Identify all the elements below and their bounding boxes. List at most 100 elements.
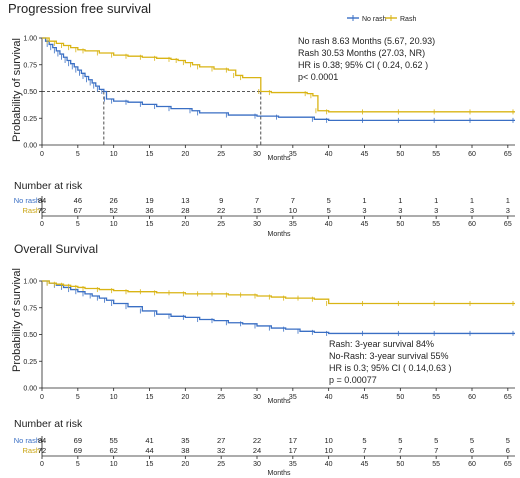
x-tick-label: 65 (504, 151, 512, 158)
risk-rash-value: 7 (362, 446, 366, 455)
x-tick-label: 65 (504, 394, 512, 401)
risk-no-rash-value: 10 (324, 436, 332, 445)
x-tick-label: 50 (396, 151, 404, 158)
risk-no-rash-value: 84 (38, 196, 46, 205)
risk-no-rash-value: 7 (291, 196, 295, 205)
risk-rash-value: 17 (289, 446, 297, 455)
pfs-legend: No rash Rash (347, 15, 416, 23)
risk-x-tick-label: 60 (468, 461, 476, 468)
pfs-annotation-line: No rash 8.63 Months (5.67, 20.93) (298, 36, 435, 46)
pfs-title: Progression free survival (8, 1, 151, 16)
x-tick-label: 10 (110, 394, 118, 401)
km-curve-no-rash (42, 280, 515, 335)
os-risk-title: Number at risk (14, 418, 83, 430)
os-xlabel: Months (268, 398, 291, 405)
risk-no-rash-value: 41 (145, 436, 153, 445)
risk-rash-value: 3 (434, 206, 438, 215)
pfs-ylabel: Probability of survival (11, 38, 23, 142)
pfs-risk-table: 8472466726521936132892271571055131313131… (38, 196, 510, 215)
risk-rash-value: 15 (253, 206, 261, 215)
x-tick-label: 0 (40, 394, 44, 401)
risk-rash-value: 7 (434, 446, 438, 455)
os-ylabel: Probability of survival (11, 268, 23, 372)
risk-no-rash-value: 1 (506, 196, 510, 205)
os-risk-x-ticks: 0 5 10 15 20 25 30 35 40 45 50 55 60 65 (40, 456, 512, 468)
risk-x-tick-label: 40 (325, 461, 333, 468)
risk-x-tick-label: 65 (504, 221, 512, 228)
x-tick-label: 45 (361, 394, 369, 401)
x-tick-label: 0 (40, 151, 44, 158)
risk-x-tick-label: 30 (253, 221, 261, 228)
risk-no-rash-value: 1 (470, 196, 474, 205)
risk-rash-value: 62 (109, 446, 117, 455)
x-tick-label: 60 (468, 151, 476, 158)
risk-no-rash-value: 13 (181, 196, 189, 205)
pfs-curves (42, 37, 515, 123)
risk-rash-value: 52 (109, 206, 117, 215)
os-annotation-line: HR is 0.3; 95% CI ( 0.14,0.63 ) (329, 363, 452, 373)
risk-rash-value: 3 (362, 206, 366, 215)
risk-x-tick-label: 45 (361, 461, 369, 468)
risk-no-rash-value: 5 (398, 436, 402, 445)
os-annotation: Rash: 3-year survival 84% No-Rash: 3-yea… (329, 339, 452, 385)
pfs-risk-no-rash-label: No rash (14, 196, 40, 205)
os-risk-xlabel: Months (268, 470, 291, 477)
x-tick-label: 5 (76, 394, 80, 401)
os-annotation-line: No-Rash: 3-year survival 55% (329, 351, 449, 361)
risk-x-tick-label: 45 (361, 221, 369, 228)
risk-no-rash-value: 7 (255, 196, 259, 205)
risk-rash-value: 24 (253, 446, 261, 455)
x-tick-label: 15 (146, 394, 154, 401)
km-curve-rash (42, 37, 515, 113)
x-tick-label: 55 (432, 394, 440, 401)
x-tick-label: 35 (289, 394, 297, 401)
risk-x-tick-label: 5 (76, 461, 80, 468)
risk-rash-value: 22 (217, 206, 225, 215)
risk-x-tick-label: 40 (325, 221, 333, 228)
risk-rash-value: 5 (327, 206, 331, 215)
risk-x-tick-label: 55 (432, 461, 440, 468)
risk-rash-value: 44 (145, 446, 153, 455)
risk-x-tick-label: 65 (504, 461, 512, 468)
legend-rash-label: Rash (400, 16, 416, 23)
risk-rash-value: 38 (181, 446, 189, 455)
risk-no-rash-value: 69 (74, 436, 82, 445)
risk-rash-value: 72 (38, 446, 46, 455)
y-tick-label: 0.00 (23, 386, 37, 393)
risk-no-rash-value: 35 (181, 436, 189, 445)
risk-rash-value: 10 (324, 446, 332, 455)
risk-rash-value: 7 (398, 446, 402, 455)
risk-rash-value: 72 (38, 206, 46, 215)
risk-x-tick-label: 30 (253, 461, 261, 468)
pfs-risk-xlabel: Months (268, 231, 291, 238)
x-tick-label: 40 (325, 394, 333, 401)
y-tick-label: 0.25 (23, 359, 37, 366)
pfs-y-axis: 0.00 0.25 0.50 0.75 1.00 (23, 36, 42, 150)
risk-no-rash-value: 55 (109, 436, 117, 445)
risk-rash-value: 32 (217, 446, 225, 455)
x-tick-label: 60 (468, 394, 476, 401)
os-risk-no-rash-label: No rash (14, 436, 40, 445)
risk-rash-value: 36 (145, 206, 153, 215)
os-curves (42, 280, 515, 336)
risk-x-tick-label: 20 (181, 461, 189, 468)
risk-rash-value: 3 (506, 206, 510, 215)
pfs-median-lines (42, 91, 262, 145)
risk-rash-value: 6 (506, 446, 510, 455)
pfs-xlabel: Months (268, 155, 291, 162)
os-risk-rash-label: Rash (22, 446, 40, 455)
risk-no-rash-value: 22 (253, 436, 261, 445)
y-tick-label: 1.00 (23, 279, 37, 286)
risk-x-tick-label: 50 (396, 221, 404, 228)
x-tick-label: 55 (432, 151, 440, 158)
y-tick-label: 0.25 (23, 116, 37, 123)
y-tick-label: 0.50 (23, 332, 37, 339)
risk-no-rash-value: 5 (470, 436, 474, 445)
pfs-annotation-line: Rash 30.53 Months (27.03, NR) (298, 48, 425, 58)
y-tick-label: 0.50 (23, 89, 37, 96)
risk-rash-value: 67 (74, 206, 82, 215)
risk-x-tick-label: 15 (146, 221, 154, 228)
pfs-x-axis: 0 5 10 15 20 25 30 35 40 45 50 55 60 65 (40, 145, 512, 158)
risk-x-tick-label: 20 (181, 221, 189, 228)
